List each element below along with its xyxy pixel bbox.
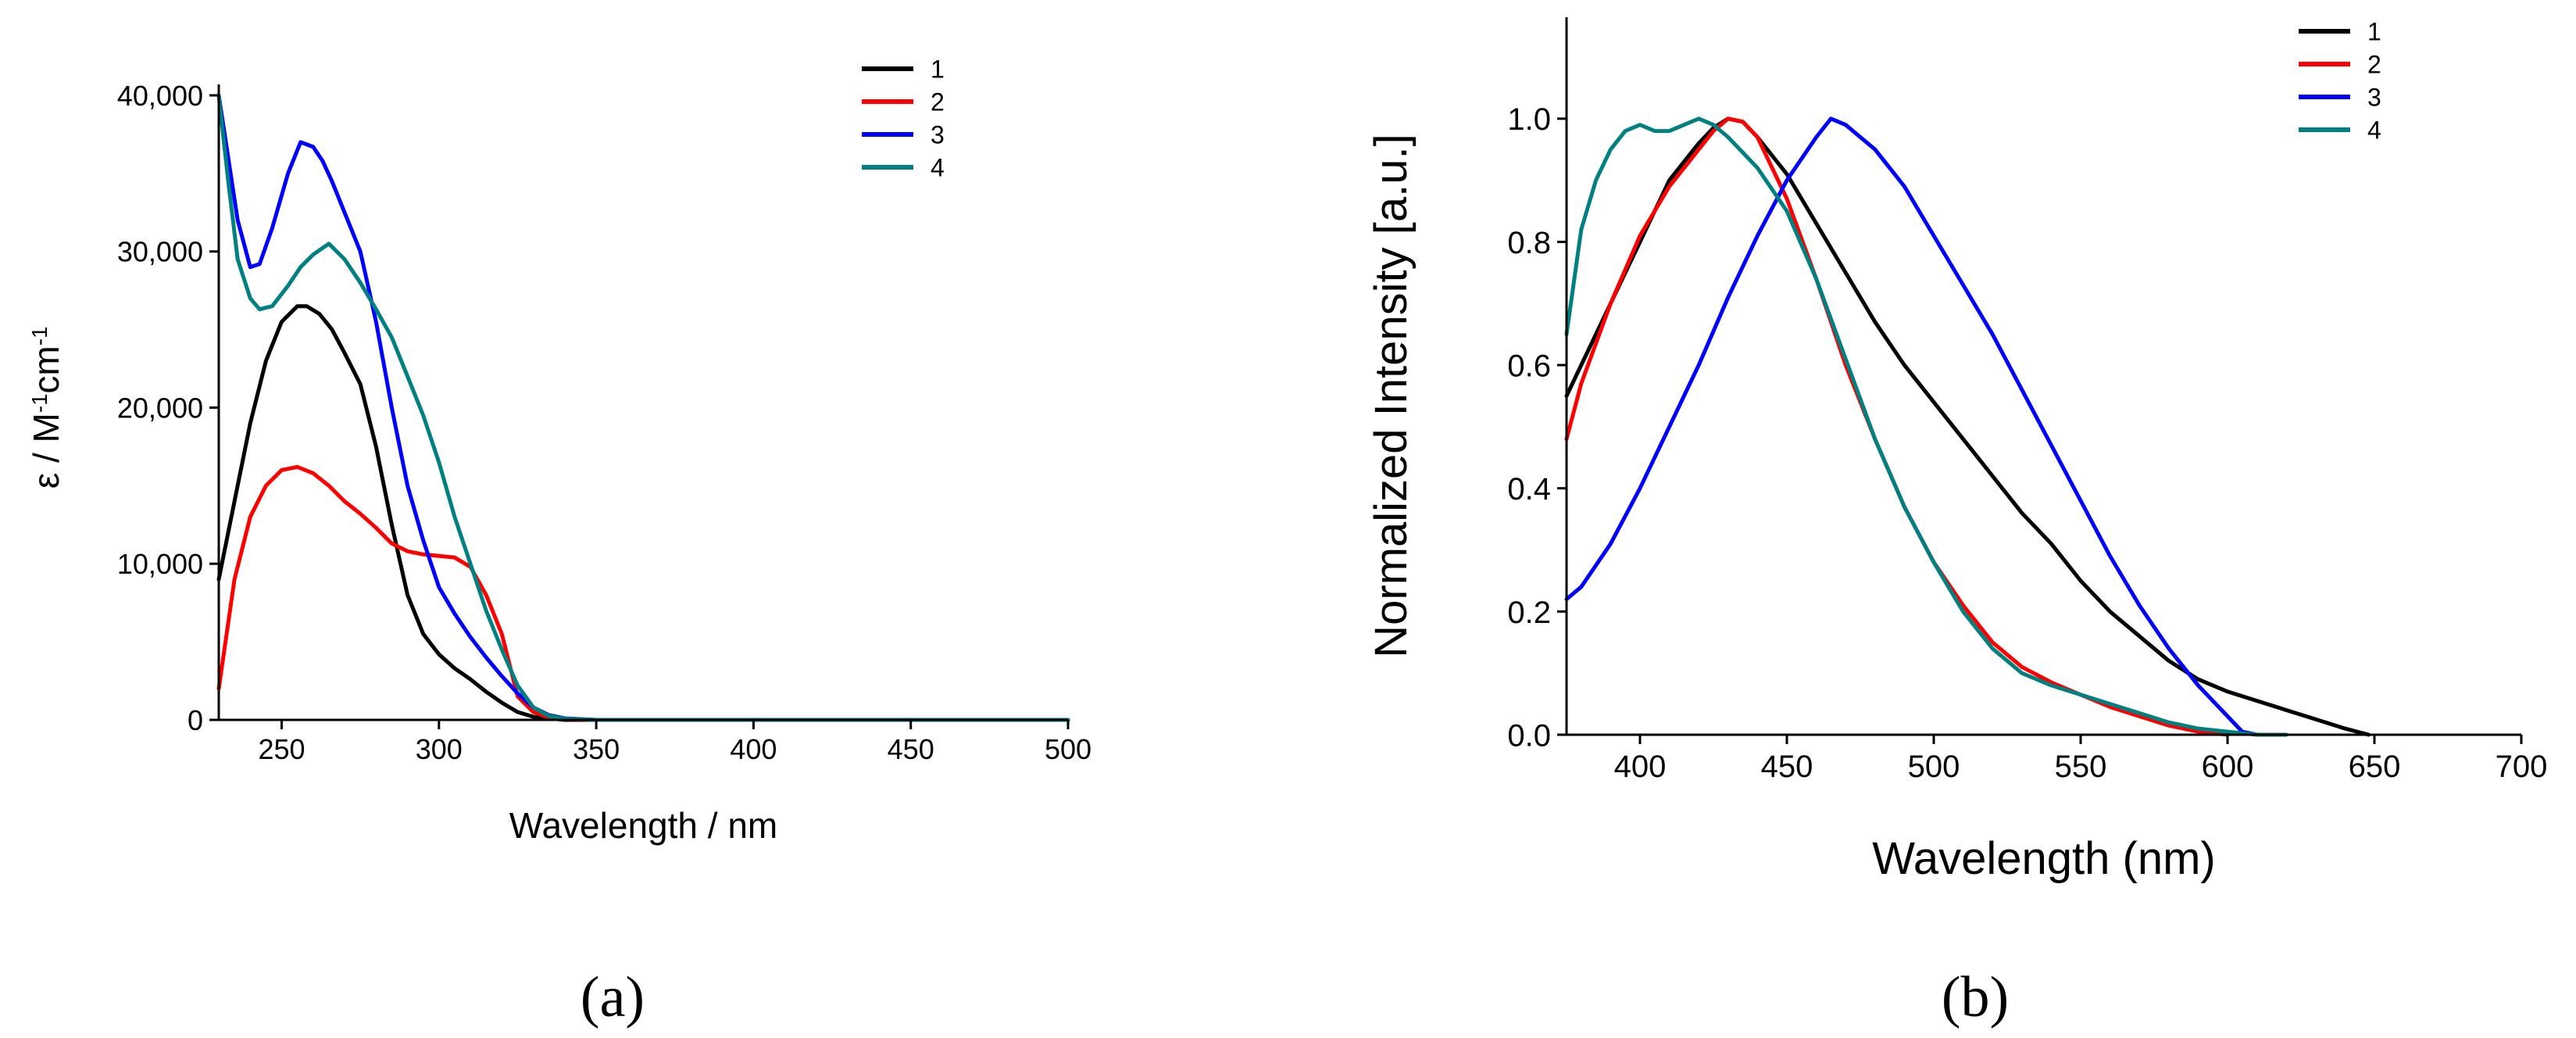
chart-a-y-axis-label: ε / M-1cm-1 xyxy=(26,327,66,489)
chart-b-x-tick-label: 700 xyxy=(2496,750,2548,784)
chart-a-x-axis-label: Wavelength / nm xyxy=(509,805,777,846)
chart-a-y-tick-label: 40,000 xyxy=(117,80,203,112)
chart-b-y-tick-label: 0.0 xyxy=(1507,718,1551,753)
chart-b-x-tick-label: 400 xyxy=(1614,750,1667,784)
chart-a: 250 300 350 400 450 500 0 10,000 20,000 30,000 40,… xyxy=(26,55,1091,846)
chart-a-series-3-line xyxy=(216,93,1070,722)
chart-a-x-tick-label: 500 xyxy=(1045,733,1091,765)
chart-a-x-tick-label: 450 xyxy=(888,733,934,765)
chart-b-x-tick-label: 450 xyxy=(1761,750,1813,784)
chart-b-x-tick-label: 650 xyxy=(2349,750,2401,784)
chart-a-legend-label-2: 2 xyxy=(931,88,945,116)
chart-a-legend-label-3: 3 xyxy=(931,121,945,149)
chart-b-series-1-line xyxy=(1564,116,2371,737)
chart-a-x-tick-label: 250 xyxy=(258,733,305,765)
chart-b-y-tick-label: 0.6 xyxy=(1507,349,1551,383)
chart-b-series-3-line xyxy=(1564,116,2260,737)
chart-a-y-tick-label: 10,000 xyxy=(117,548,203,580)
chart-b-x-tick-label: 500 xyxy=(1908,750,1960,784)
chart-b-x-tick-label: 600 xyxy=(2202,750,2254,784)
chart-b-legend-label-1: 1 xyxy=(2367,18,2381,46)
chart-b-legend-label-3: 3 xyxy=(2367,84,2381,112)
chart-b-series-2-line xyxy=(1564,116,2230,737)
chart-b-y-tick-label: 0.4 xyxy=(1507,472,1551,506)
chart-a-x-tick-label: 400 xyxy=(730,733,777,765)
panel-label-b: (b) xyxy=(1942,965,2009,1029)
chart-a-legend-label-4: 4 xyxy=(931,154,945,182)
chart-b-x-axis-label: Wavelength (nm) xyxy=(1872,833,2215,884)
chart-b-y-axis-label: Normalized Intensity [a.u.] xyxy=(1366,134,1417,658)
chart-b-y-tick-label: 1.0 xyxy=(1507,102,1551,137)
chart-b-y-tick-label: 0.2 xyxy=(1507,596,1551,630)
chart-a-x-tick-label: 350 xyxy=(573,733,620,765)
chart-b-series-4-line xyxy=(1564,116,2288,737)
chart-b: 400 450 500 550 600 650 700 0.0 0.2 0.4 0.6 0.8 1.0 W… xyxy=(1366,17,2547,884)
chart-a-y-tick-label: 20,000 xyxy=(117,392,203,424)
chart-a-y-tick-label: 30,000 xyxy=(117,236,203,268)
chart-b-y-tick-label: 0.8 xyxy=(1507,226,1551,260)
chart-a-series-1-line xyxy=(216,304,1070,722)
panel-label-a: (a) xyxy=(581,965,645,1029)
chart-a-x-tick-label: 300 xyxy=(416,733,463,765)
chart-a-legend-label-1: 1 xyxy=(931,55,945,84)
chart-a-series-2-line xyxy=(216,464,1070,722)
chart-a-y-tick-label: 0 xyxy=(188,704,203,736)
chart-b-legend-label-2: 2 xyxy=(2367,51,2381,79)
chart-b-legend-label-4: 4 xyxy=(2367,116,2381,145)
chart-a-series-4-line xyxy=(216,93,1070,722)
chart-b-x-tick-label: 550 xyxy=(2055,750,2107,784)
